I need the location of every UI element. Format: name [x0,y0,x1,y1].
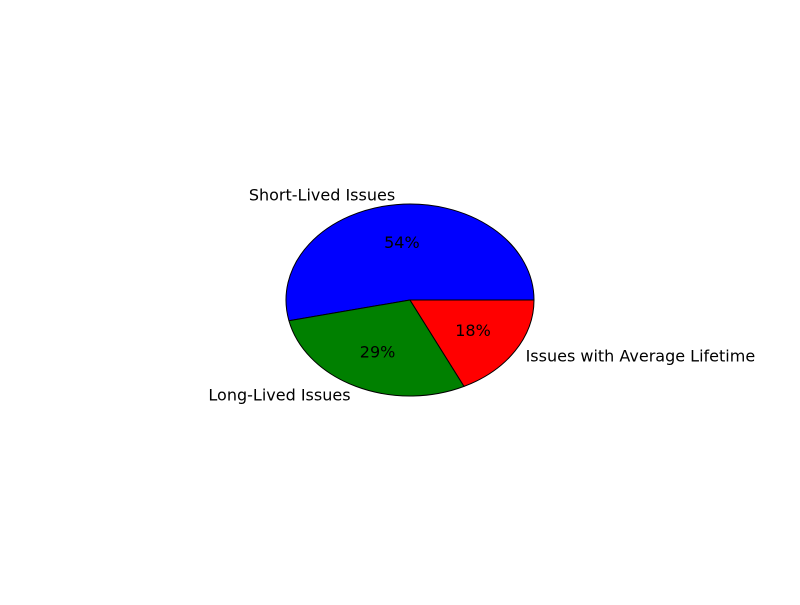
pie-slice-0 [285,203,535,322]
slice-percent-label-0: 54% [384,233,420,252]
slice-label-2: Issues with Average Lifetime [526,347,756,366]
slice-percent-label-1: 29% [360,342,396,361]
slice-label-1: Long-Lived Issues [208,386,350,405]
pie-labels: Short-Lived Issues 54% Long-Lived Issues 29… [208,186,755,405]
pie-slice-1 [288,299,465,397]
slice-label-0: Short-Lived Issues [249,186,395,205]
pie-slice-2 [409,299,535,387]
pie-slices [285,203,535,397]
slice-percent-label-2: 18% [455,321,491,340]
